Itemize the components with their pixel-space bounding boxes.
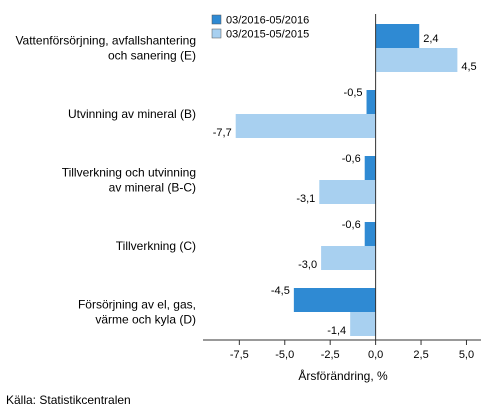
category-label: Tillverkning (C) [116,239,196,253]
category-label: och sanering (E) [108,49,196,63]
legend-swatch [211,14,222,25]
data-label: 4,5 [461,61,476,73]
bars-group [235,24,458,336]
data-label: -1,4 [327,325,346,337]
data-label: -0,6 [342,153,361,165]
axes: -7,5 -5,0 -2,5 0,0 2,5 5,0 [203,14,481,361]
category-label: Försörjning av el, gas, [78,298,196,312]
x-tick-label: -2,5 [321,349,340,361]
category-label: Utvinning av mineral (B) [68,107,196,121]
bar-current [364,156,376,180]
legend-swatch [211,28,222,39]
bar-current [375,24,420,48]
data-label: -7,7 [213,127,232,139]
x-tick-label: 2,5 [413,349,428,361]
data-label: -3,0 [298,259,317,271]
data-label: -0,5 [344,87,363,99]
bar-current [364,222,376,246]
bar-previous [375,48,458,72]
data-label: -4,5 [271,285,290,297]
data-label: -0,6 [342,219,361,231]
bar-current [366,90,376,114]
x-axis-title: Årsförändring, % [298,368,388,383]
bar-previous [235,114,376,138]
data-labels: 2,4 4,5 -0,5 -7,7 -0,6 -3,1 -0,6 -3,0 -4,5 -1,4 [213,33,477,337]
category-label: Tillverkning och utvinning [62,166,196,180]
bar-previous [350,312,376,336]
x-tick-label: 5,0 [459,349,474,361]
data-label: -3,1 [296,193,315,205]
legend-entry: 03/2016-05/2016 [226,15,309,27]
source-note: Källa: Statistikcentralen [6,393,131,407]
bar-previous [319,180,376,204]
category-label: Vattenförsörjning, avfallshantering [15,34,196,48]
category-label: av mineral (B-C) [109,181,196,195]
x-tick-label: -7,5 [230,349,249,361]
category-label: värme och kyla (D) [95,313,196,327]
data-label: 2,4 [423,33,438,45]
legend-entry: 03/2015-05/2015 [226,29,309,41]
x-tick-label: -5,0 [275,349,294,361]
x-tick-label: 0,0 [368,349,383,361]
bar-current [293,288,376,312]
legend: 03/2016-05/2016 03/2015-05/2015 [211,14,309,41]
bar-previous [321,246,376,270]
